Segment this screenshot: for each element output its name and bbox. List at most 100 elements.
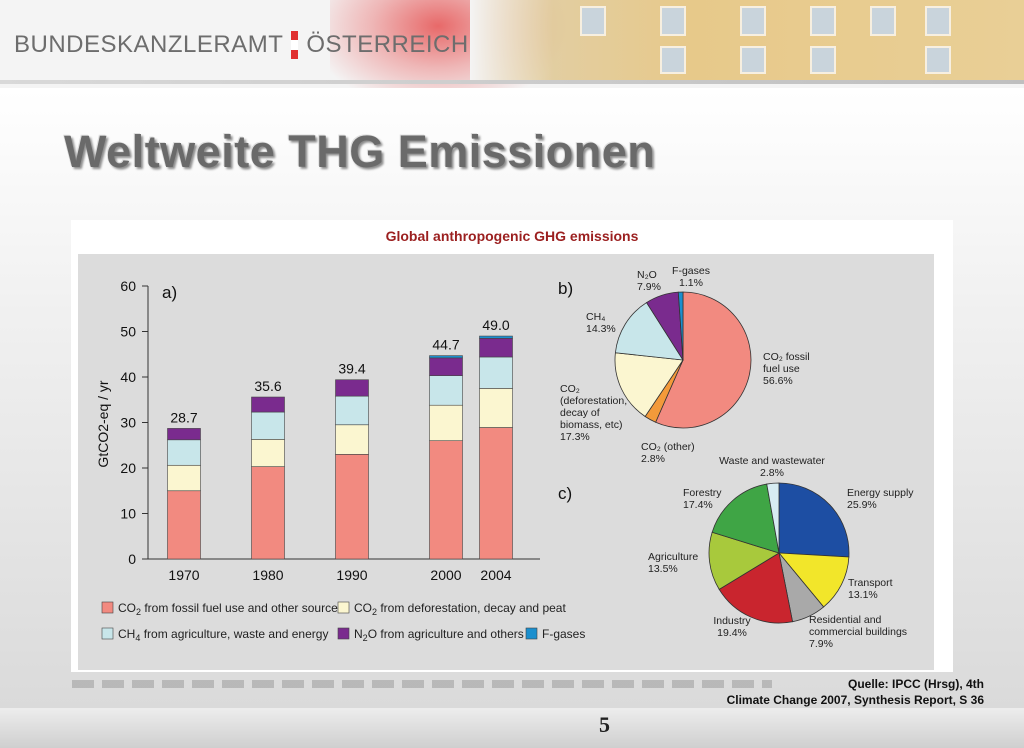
figure-panel: 0 10 20 30 40 50 60 GtCO2-eq / yr a) 28.7 1970 35.6… [78,254,934,670]
pie-c-slice-label: Waste and wastewater [719,455,825,467]
chart-svg: 0 10 20 30 40 50 60 GtCO2-eq / yr a) 28.7 1970 35.6… [95,265,914,650]
pie-b-slice-label: 56.6% [763,375,793,387]
y-tick-label: 60 [120,278,136,294]
x-tick-label: 2000 [430,567,461,583]
panel-label-a: a) [162,283,177,302]
pie-b-slice-label: 2.8% [641,453,665,465]
pie-b-slice-label: 17.3% [560,431,590,443]
legend-label: N2O from agriculture and others [354,627,524,643]
pie-c-slice-label: Transport [848,577,893,589]
pie-b-slice-label: fuel use [763,363,800,375]
bar-segment [335,454,369,560]
bar-segment [251,439,285,467]
y-tick-label: 20 [120,460,136,476]
legend-swatch [101,601,114,614]
bar-segment [429,375,463,406]
pie-c-slice-label: Forestry [683,487,722,499]
header-banner [0,0,1024,88]
pie-c-slice-label: 17.4% [683,499,713,511]
pie-b-slice-label: 1.1% [679,277,703,289]
legend-swatch [337,601,350,614]
building-photo [470,0,1024,80]
bar-segment [429,355,463,359]
bar-segment [479,338,513,358]
x-tick-label: 1970 [168,567,199,583]
brand-logo: BUNDESKANZLERAMT ÖSTERREICH [14,30,469,60]
bar-total-label: 44.7 [432,337,459,353]
pie-b-slice-label: CH₄ [586,311,605,323]
building-window [580,6,606,36]
building-window [810,6,836,36]
legend-label: CO2 from deforestation, decay and peat [354,601,566,617]
pie-b-slice-label: CO₂ (other) [641,441,695,453]
brand-text-right: ÖSTERREICH [306,31,469,58]
building-window [660,46,686,74]
bar-total-label: 35.6 [254,378,281,394]
y-tick-label: 40 [120,369,136,385]
legend-label: CH4 from agriculture, waste and energy [118,627,328,643]
pie-b-slice-label: CO₂ [560,383,580,395]
bar-segment [429,404,463,442]
pie-c-slice-label: Energy supply [847,487,914,499]
x-tick-label: 1990 [336,567,367,583]
pie-c-pie-slice [718,552,794,624]
bar-segment [429,440,463,560]
bar-segment [167,464,201,492]
bar-total-label: 28.7 [170,409,197,425]
pie-c-slice-label: 2.8% [760,467,784,479]
bar-total-label: 49.0 [482,317,509,333]
source-line-1: Quelle: IPCC (Hrsg), 4th [847,677,984,691]
pie-c-pie-slice [711,483,780,554]
building-window [925,46,951,74]
bar-segment [251,396,285,413]
pie-c-pie-slice [708,531,780,590]
bar-segment [335,395,369,426]
pie-b-slice-label: biomass, etc) [560,419,622,431]
page-number: 5 [599,712,610,737]
footer-band [0,708,1024,748]
x-tick-label: 2004 [480,567,511,583]
source-line-2: Climate Change 2007, Synthesis Report, S… [726,693,984,707]
pie-c-slice-label: 13.5% [648,563,678,575]
legend-swatch [525,627,538,640]
pie-b-slice-label: (deforestation, [560,395,627,407]
y-tick-label: 30 [120,415,136,431]
bar-total-label: 39.4 [338,361,365,377]
bar-segment [479,356,513,389]
legend-label: CO2 from fossil fuel use and other sourc… [118,601,344,617]
building-window [740,46,766,74]
bar-segment [167,428,201,441]
bar-segment [429,357,463,376]
caption-blur [72,680,772,688]
figure: Global anthropogenic GHG emissions 0 10 20… [71,220,953,672]
panel-label-pie-c: c) [558,484,572,503]
pie-c-slice-label: 7.9% [809,638,833,650]
pie-c-slice-label: Agriculture [648,551,698,563]
pie-b-slice-label: N₂O [637,269,657,281]
pie-c-pie-slice [778,482,850,558]
building-window [660,6,686,36]
pie-c-slice-label: 25.9% [847,499,877,511]
brand-text-left: BUNDESKANZLERAMT [14,31,284,58]
source-citation: Quelle: IPCC (Hrsg), 4th Climate Change … [727,676,984,708]
bar-segment [479,427,513,560]
building-window [870,6,896,36]
building-window [740,6,766,36]
bar-segment [167,439,201,466]
legend-swatch [101,627,114,640]
y-tick-label: 50 [120,324,136,340]
bar-segment [479,335,513,339]
pie-b-pie-slice [655,291,752,429]
austria-flag-icon [291,31,299,59]
bar-segment [167,490,201,560]
x-tick-label: 1980 [252,567,283,583]
pie-b-slice-label: CO₂ fossil [763,351,810,363]
pie-b-pie-slice [614,352,684,418]
bar-segment [335,424,369,455]
pie-b-pie-slice [614,302,684,361]
y-axis-label: GtCO2-eq / yr [95,380,111,467]
y-tick-label: 0 [128,551,136,567]
bar-segment [335,379,369,397]
legend-label: F-gases [542,627,585,641]
pie-c-slice-label: commercial buildings [809,626,907,638]
